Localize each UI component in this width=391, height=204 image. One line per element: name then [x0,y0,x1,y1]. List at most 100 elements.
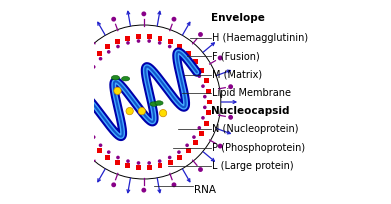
Circle shape [86,74,90,78]
Circle shape [68,26,220,178]
Circle shape [172,182,176,187]
Text: RNA: RNA [194,185,217,195]
Circle shape [126,41,130,45]
Text: Envelope: Envelope [211,13,265,23]
Text: F (Fusion): F (Fusion) [212,51,260,61]
Bar [199,131,204,136]
Circle shape [116,45,120,48]
Bar [168,39,173,44]
Bar [106,44,110,49]
Circle shape [85,167,90,172]
Bar [136,34,141,39]
Circle shape [137,161,140,165]
Bar [90,59,94,64]
Circle shape [116,156,120,159]
Circle shape [126,108,133,115]
Circle shape [92,135,95,139]
Circle shape [147,39,151,43]
Text: P (Phosphoprotein): P (Phosphoprotein) [212,143,305,153]
Circle shape [107,150,111,154]
Circle shape [142,188,146,193]
Circle shape [114,87,121,94]
Ellipse shape [122,76,130,81]
Circle shape [218,144,222,149]
Circle shape [158,41,161,45]
Circle shape [99,143,102,147]
Bar [204,121,208,126]
Bar [115,39,120,44]
Circle shape [168,45,172,48]
Text: M (Matrix): M (Matrix) [212,70,262,80]
Circle shape [201,84,205,88]
Circle shape [203,105,206,109]
Circle shape [81,95,85,99]
Circle shape [86,126,90,130]
Circle shape [83,84,86,88]
Circle shape [147,161,151,165]
Text: Lipid Membrane: Lipid Membrane [212,88,291,98]
Text: H (Haemagglutinin): H (Haemagglutinin) [212,33,308,43]
Bar [186,51,191,56]
Circle shape [177,150,181,154]
Bar [186,148,191,153]
Bar [168,160,173,165]
Bar [115,160,120,165]
Circle shape [192,135,196,139]
Bar [147,165,152,170]
Text: Nucleocapsid: Nucleocapsid [211,106,289,116]
Circle shape [198,167,203,172]
Bar [207,100,212,104]
Circle shape [142,11,146,16]
Bar [136,165,141,170]
Circle shape [81,105,85,109]
Ellipse shape [155,101,163,105]
Circle shape [92,65,95,69]
Bar [97,51,102,56]
Bar [158,36,162,41]
Circle shape [203,95,206,99]
Ellipse shape [150,102,158,106]
Bar [79,78,84,83]
Circle shape [138,108,145,115]
Text: N (Nucleoprotein): N (Nucleoprotein) [212,124,299,134]
Bar [199,68,204,73]
Circle shape [177,50,181,54]
Bar [79,121,84,126]
Bar [125,163,130,168]
Circle shape [228,115,233,120]
Circle shape [83,116,86,120]
Bar [106,155,110,160]
Circle shape [99,57,102,61]
Bar [77,110,81,115]
Circle shape [126,159,130,163]
Bar [84,131,88,136]
Bar [158,163,162,168]
Circle shape [228,84,233,89]
Circle shape [137,39,140,43]
Bar [178,155,182,160]
Bar [77,89,81,94]
Bar [90,140,94,145]
Circle shape [172,17,176,22]
Circle shape [192,65,196,69]
Circle shape [111,17,116,22]
Circle shape [201,116,205,120]
Bar [194,59,198,64]
Bar [206,89,211,94]
Bar [204,78,208,83]
Circle shape [160,110,167,117]
Bar [178,44,182,49]
Bar [75,100,81,104]
Circle shape [197,74,201,78]
Circle shape [158,159,161,163]
Circle shape [107,50,111,54]
Bar [84,68,88,73]
Circle shape [65,144,70,149]
Bar [97,148,102,153]
Circle shape [168,156,172,159]
Bar [125,36,130,41]
Bar [206,110,211,115]
Circle shape [55,115,59,120]
Ellipse shape [111,75,120,80]
Circle shape [185,57,189,61]
